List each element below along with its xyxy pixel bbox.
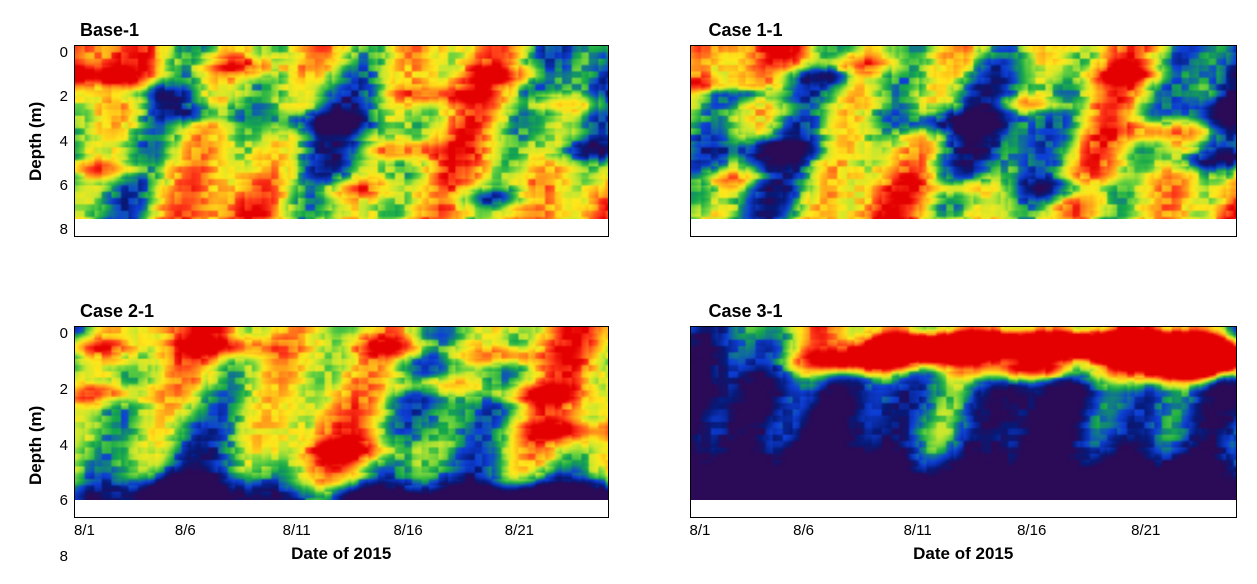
panel-case-2-1: Case 2-1 Depth (m) 0 2 4 6 8 8/1 8/6 8/1… bbox=[20, 301, 609, 564]
heatmap-box bbox=[74, 45, 609, 237]
panel-title: Case 1-1 bbox=[649, 20, 1238, 41]
xtick: 8/21 bbox=[505, 522, 534, 539]
y-axis-ticks: 0 2 4 6 8 bbox=[46, 45, 74, 237]
y-axis-ticks: 0 2 4 6 8 bbox=[46, 326, 74, 564]
heatmap-canvas bbox=[691, 327, 1237, 517]
x-axis-label: Date of 2015 bbox=[690, 544, 1238, 564]
ytick: 8 bbox=[60, 222, 68, 237]
heatmap-canvas bbox=[75, 327, 608, 517]
below-bottom-mask bbox=[691, 219, 1237, 236]
xtick: 8/1 bbox=[74, 522, 95, 539]
xtick: 8/6 bbox=[793, 522, 814, 539]
heatmap-canvas bbox=[691, 46, 1237, 236]
ytick: 0 bbox=[60, 45, 68, 60]
below-bottom-mask bbox=[75, 219, 608, 236]
plot-area: Depth (m) 0 2 4 6 8 bbox=[20, 45, 609, 237]
heatmap-canvas bbox=[75, 46, 608, 236]
ylabel-spacer bbox=[649, 45, 668, 237]
figure-grid: Base-1 Depth (m) 0 2 4 6 8 Case 1-1 bbox=[20, 20, 1237, 564]
panel-case-3-1: Case 3-1 8/1 8/6 8/11 8/16 8/21 Date of … bbox=[649, 301, 1238, 564]
ytick: 0 bbox=[60, 326, 68, 341]
x-axis-ticks: 8/1 8/6 8/11 8/16 8/21 bbox=[74, 522, 609, 540]
xtick: 8/16 bbox=[393, 522, 422, 539]
heatmap bbox=[690, 45, 1238, 237]
xtick: 8/16 bbox=[1017, 522, 1046, 539]
plot-area: Depth (m) 0 2 4 6 8 8/1 8/6 8/11 8/16 8/ bbox=[20, 326, 609, 564]
y-axis-label: Depth (m) bbox=[20, 45, 46, 237]
xtick: 8/11 bbox=[904, 522, 932, 539]
y-axis-label: Depth (m) bbox=[20, 326, 46, 564]
xtick: 8/11 bbox=[283, 522, 311, 539]
plot-area bbox=[649, 45, 1238, 237]
ytick: 4 bbox=[60, 438, 68, 453]
panel-base-1: Base-1 Depth (m) 0 2 4 6 8 bbox=[20, 20, 609, 283]
ytick: 6 bbox=[60, 178, 68, 193]
x-axis-label: Date of 2015 bbox=[74, 544, 609, 564]
heatmap-box: 8/1 8/6 8/11 8/16 8/21 Date of 2015 bbox=[74, 326, 609, 564]
plot-area: 8/1 8/6 8/11 8/16 8/21 Date of 2015 bbox=[649, 326, 1238, 564]
heatmap bbox=[74, 326, 609, 518]
heatmap bbox=[74, 45, 609, 237]
heatmap-box bbox=[690, 45, 1238, 237]
xtick: 8/6 bbox=[175, 522, 196, 539]
heatmap bbox=[690, 326, 1238, 518]
x-axis-ticks: 8/1 8/6 8/11 8/16 8/21 bbox=[690, 522, 1238, 540]
ylabel-spacer bbox=[649, 326, 668, 564]
ytick: 2 bbox=[60, 89, 68, 104]
xtick: 8/1 bbox=[690, 522, 711, 539]
xtick: 8/21 bbox=[1131, 522, 1160, 539]
panel-title: Case 3-1 bbox=[649, 301, 1238, 322]
below-bottom-mask bbox=[691, 500, 1237, 517]
below-bottom-mask bbox=[75, 500, 608, 517]
ytick-spacer bbox=[668, 326, 690, 564]
panel-title: Case 2-1 bbox=[20, 301, 609, 322]
panel-case-1-1: Case 1-1 bbox=[649, 20, 1238, 283]
ytick: 8 bbox=[60, 549, 68, 564]
ytick: 2 bbox=[60, 382, 68, 397]
panel-title: Base-1 bbox=[20, 20, 609, 41]
ytick: 6 bbox=[60, 493, 68, 508]
heatmap-box: 8/1 8/6 8/11 8/16 8/21 Date of 2015 bbox=[690, 326, 1238, 564]
ytick-spacer bbox=[668, 45, 690, 237]
ytick: 4 bbox=[60, 134, 68, 149]
